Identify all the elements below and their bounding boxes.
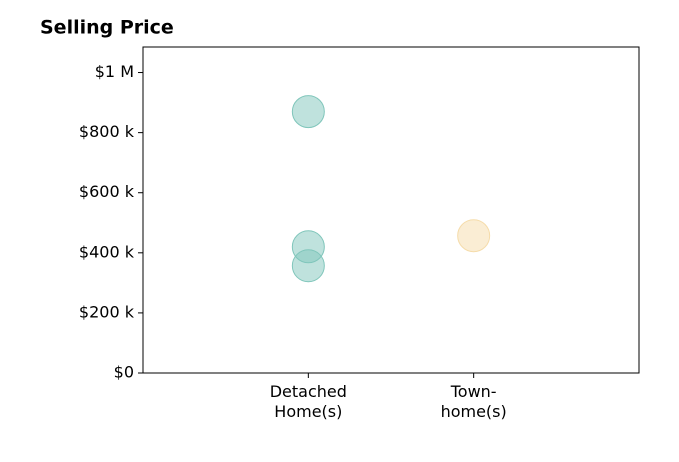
point — [457, 219, 491, 253]
x-tick-label: Town- home(s) — [440, 382, 507, 421]
point — [291, 95, 325, 129]
x-tick-label: Detached Home(s) — [269, 382, 347, 421]
y-tick-label: $200 k — [79, 302, 135, 321]
y-tick-label: $1 M — [95, 62, 134, 81]
plot-frame — [142, 46, 640, 374]
chart-title: Selling Price — [40, 17, 174, 39]
point — [291, 249, 325, 283]
y-tick-label: $800 k — [79, 122, 135, 141]
y-tick-label: $0 — [114, 363, 134, 382]
y-tick-label: $600 k — [79, 182, 135, 201]
y-tick-label: $400 k — [79, 242, 135, 261]
